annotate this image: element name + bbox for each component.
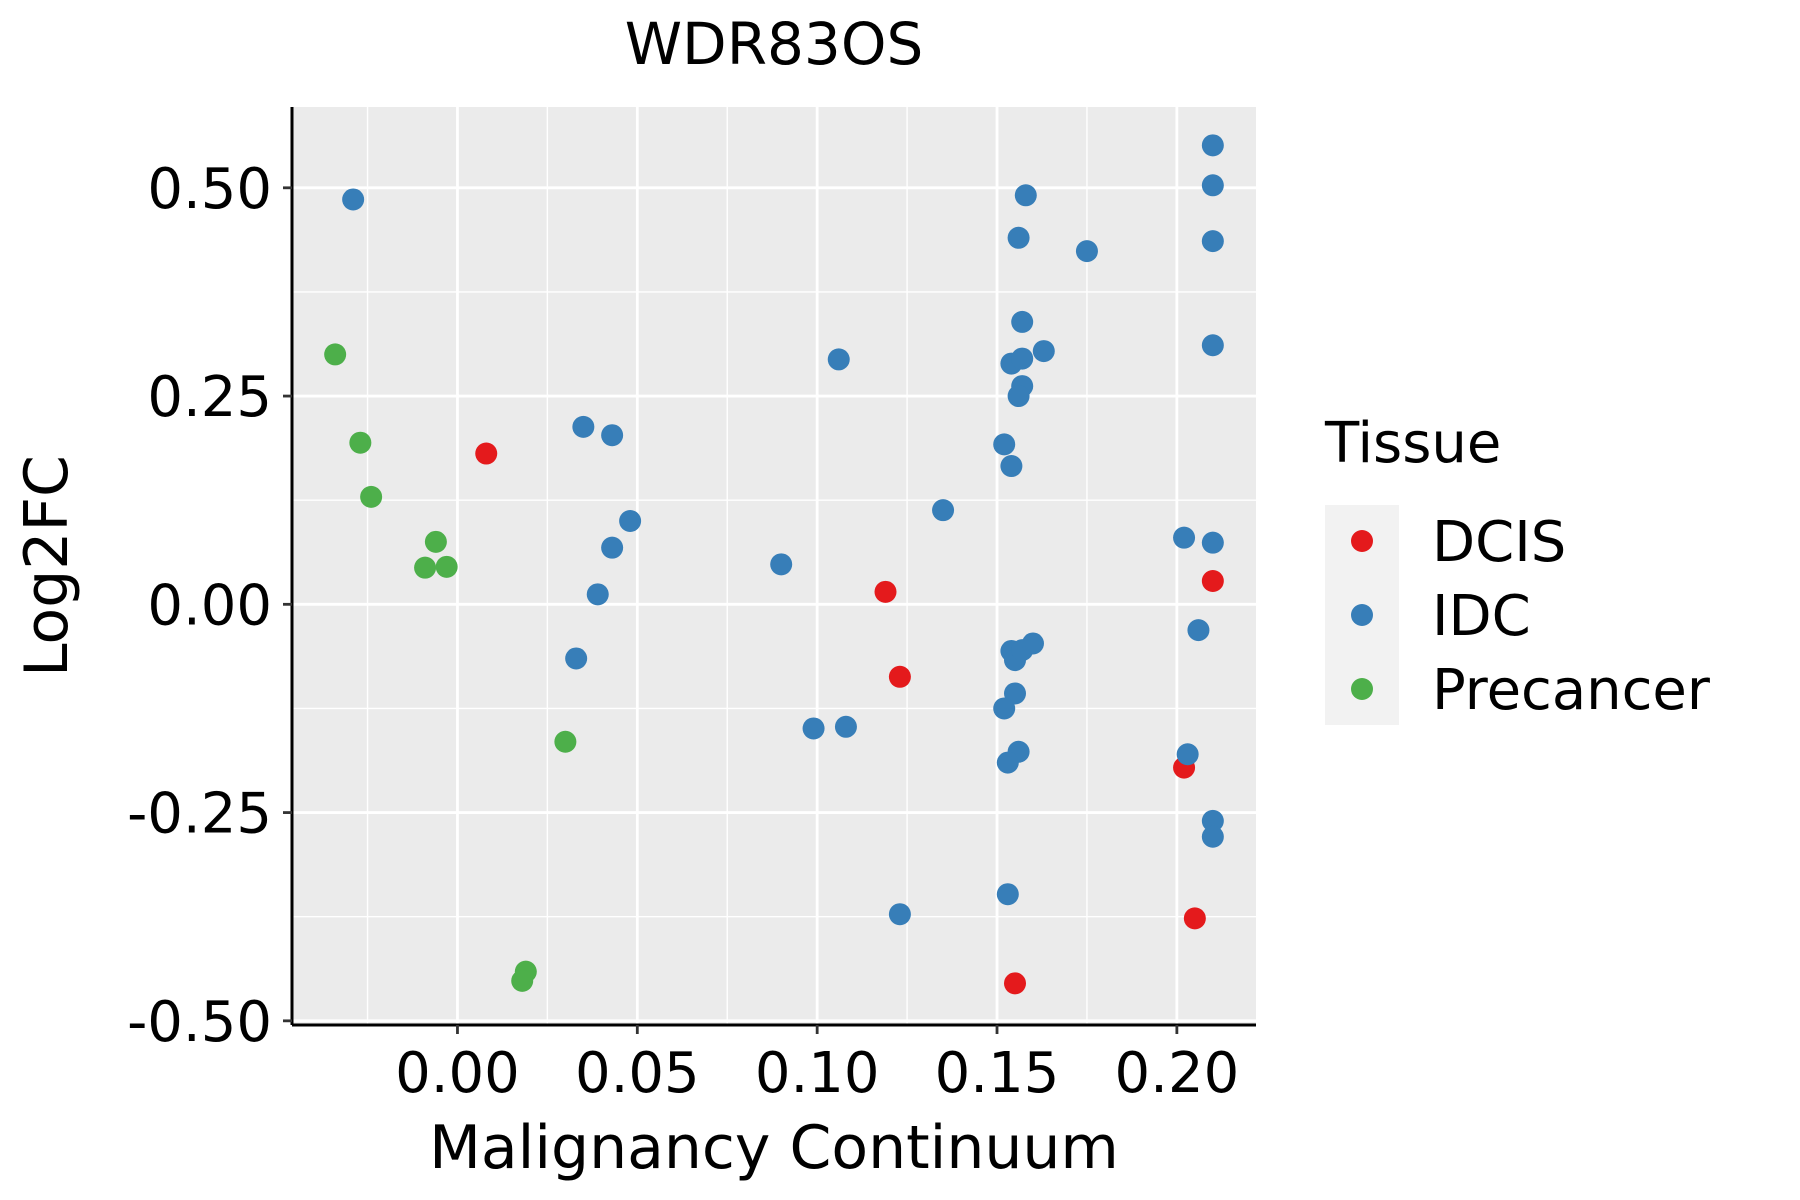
data-point-precancer bbox=[324, 343, 347, 366]
data-point-idc bbox=[1011, 310, 1034, 333]
data-point-idc bbox=[1201, 334, 1224, 357]
data-point-idc bbox=[572, 415, 595, 438]
data-point-idc bbox=[996, 883, 1019, 906]
data-point-idc bbox=[1201, 825, 1224, 848]
data-point-precancer bbox=[511, 969, 534, 992]
legend-title: Tissue bbox=[1324, 411, 1501, 476]
data-point-idc bbox=[1173, 526, 1196, 549]
data-point-idc bbox=[1007, 385, 1030, 408]
data-point-idc bbox=[996, 751, 1019, 774]
data-point-dcis bbox=[1183, 907, 1206, 930]
data-point-idc bbox=[1201, 809, 1224, 832]
y-tick-label: -0.25 bbox=[127, 782, 272, 847]
data-point-dcis bbox=[874, 580, 897, 603]
data-point-precancer bbox=[349, 431, 372, 454]
legend-label-idc: IDC bbox=[1432, 584, 1531, 649]
legend-key-precancer bbox=[1351, 678, 1373, 700]
data-point-idc bbox=[1075, 240, 1098, 263]
x-tick-label: 0.10 bbox=[755, 1041, 880, 1106]
x-tick-label: 0.20 bbox=[1115, 1041, 1240, 1106]
data-point-idc bbox=[802, 717, 825, 740]
x-axis-title: Malignancy Continuum bbox=[429, 1113, 1119, 1183]
data-point-idc bbox=[1201, 230, 1224, 253]
x-tick-label: 0.00 bbox=[395, 1041, 520, 1106]
data-point-idc bbox=[601, 536, 624, 559]
data-point-idc bbox=[1000, 455, 1023, 478]
data-point-precancer bbox=[435, 555, 458, 578]
x-tick-label: 0.05 bbox=[575, 1041, 700, 1106]
data-point-idc bbox=[993, 433, 1016, 456]
data-point-idc bbox=[1032, 340, 1055, 363]
data-point-dcis bbox=[1201, 569, 1224, 592]
data-point-dcis bbox=[475, 442, 498, 465]
y-tick-label: 0.25 bbox=[147, 365, 272, 430]
legend-label-dcis: DCIS bbox=[1432, 510, 1566, 575]
data-point-idc bbox=[1014, 184, 1037, 207]
data-point-idc bbox=[888, 903, 911, 926]
y-axis-title: Log2FC bbox=[12, 455, 82, 677]
data-point-idc bbox=[1011, 347, 1034, 370]
chart-title: WDR83OS bbox=[625, 10, 924, 78]
y-ticks: -0.50 -0.25 0.00 0.25 0.50 bbox=[127, 157, 292, 1055]
legend-label-precancer: Precancer bbox=[1432, 658, 1711, 723]
data-point-idc bbox=[827, 348, 850, 371]
data-point-precancer bbox=[414, 556, 437, 579]
data-point-dcis bbox=[888, 665, 911, 688]
data-point-idc bbox=[770, 553, 793, 576]
data-point-idc bbox=[342, 188, 365, 211]
data-point-idc bbox=[601, 424, 624, 447]
data-point-idc bbox=[1201, 531, 1224, 554]
data-point-idc bbox=[1201, 134, 1224, 157]
data-point-precancer bbox=[424, 530, 447, 553]
data-point-idc bbox=[565, 647, 588, 670]
x-ticks: 0.00 0.05 0.10 0.15 0.20 bbox=[395, 1025, 1239, 1106]
data-point-idc bbox=[619, 510, 642, 533]
data-point-idc bbox=[1187, 619, 1210, 642]
y-tick-label: 0.50 bbox=[147, 157, 272, 222]
legend-key-idc bbox=[1351, 604, 1373, 626]
data-point-idc bbox=[993, 697, 1016, 720]
y-tick-label: -0.50 bbox=[127, 990, 272, 1055]
legend: Tissue DCIS IDC Precancer bbox=[1324, 411, 1711, 725]
data-point-idc bbox=[1021, 632, 1044, 655]
legend-items: DCIS IDC Precancer bbox=[1351, 510, 1711, 723]
minor-grid bbox=[292, 107, 1256, 1025]
data-point-dcis bbox=[1004, 972, 1026, 995]
data-point-idc bbox=[834, 715, 857, 738]
legend-key-dcis bbox=[1351, 530, 1373, 552]
data-point-idc bbox=[1201, 174, 1224, 197]
x-tick-label: 0.15 bbox=[935, 1041, 1060, 1106]
data-point-idc bbox=[586, 583, 609, 606]
points-layer bbox=[324, 134, 1224, 995]
y-tick-label: 0.00 bbox=[147, 573, 272, 638]
data-point-idc bbox=[1007, 226, 1030, 249]
data-point-precancer bbox=[360, 485, 383, 508]
data-point-idc bbox=[1176, 743, 1199, 766]
data-point-precancer bbox=[554, 730, 577, 753]
data-point-idc bbox=[932, 499, 955, 522]
